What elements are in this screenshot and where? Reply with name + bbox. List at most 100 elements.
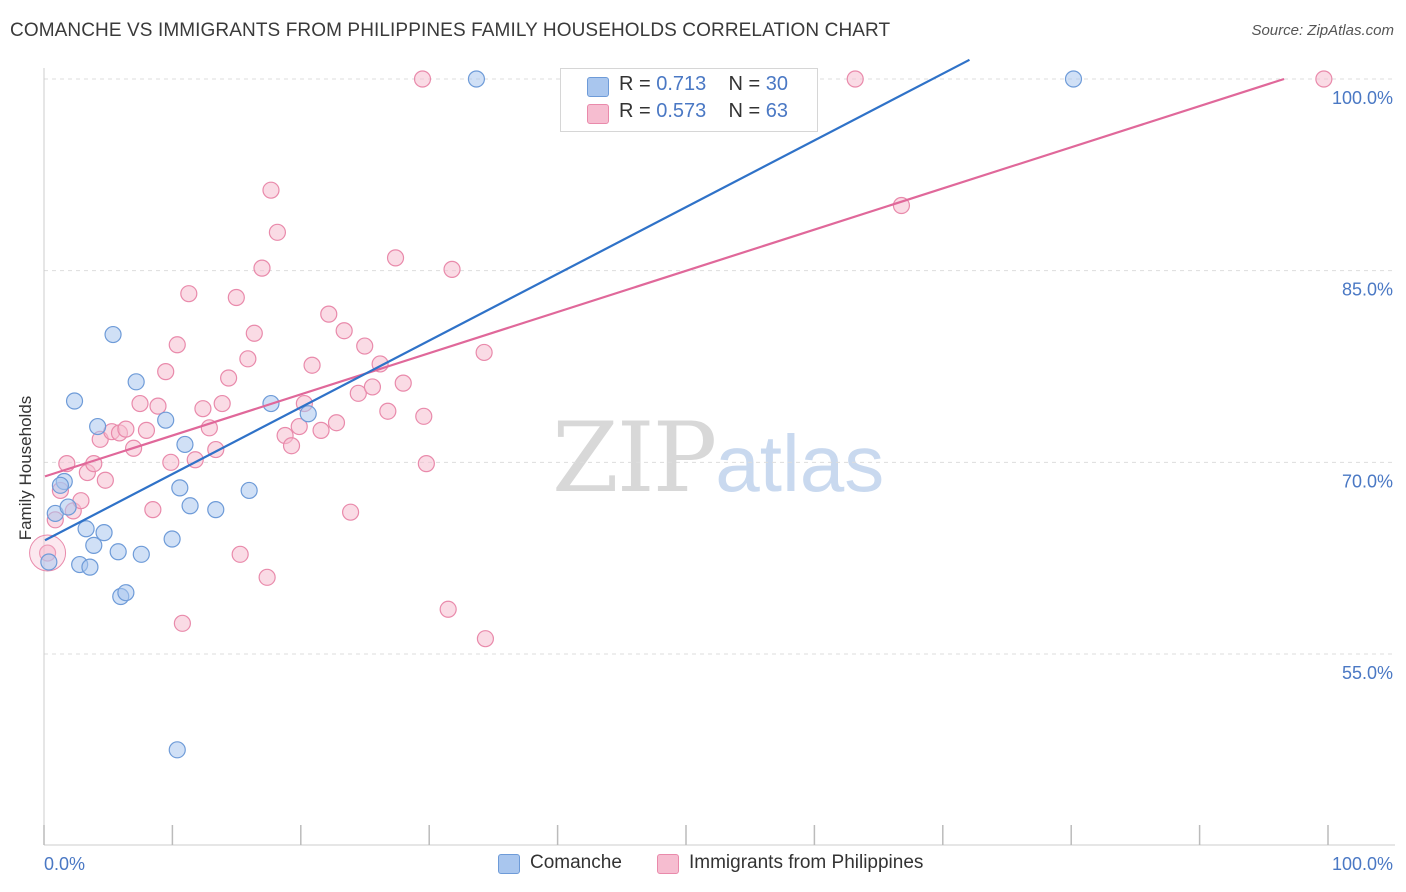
philippines-point bbox=[379, 402, 397, 420]
philippines-point bbox=[268, 223, 287, 241]
trend-line-comanche bbox=[44, 58, 970, 542]
philippines-point bbox=[149, 397, 167, 415]
comanche-point bbox=[181, 497, 199, 515]
comanche-point bbox=[81, 558, 99, 576]
legend-swatch-comanche bbox=[587, 77, 609, 97]
philippines-point bbox=[239, 350, 257, 368]
series-label-comanche: Comanche bbox=[530, 852, 622, 873]
philippines-point bbox=[213, 394, 231, 413]
philippines-point bbox=[386, 249, 405, 267]
philippines-point bbox=[356, 337, 374, 355]
watermark-zip: ZIP bbox=[552, 402, 717, 514]
comanche-point bbox=[176, 435, 194, 454]
series-label-philippines: Immigrants from Philippines bbox=[689, 852, 924, 873]
source-label: Source: ZipAtlas.com bbox=[1251, 22, 1394, 39]
comanche-point bbox=[168, 741, 186, 759]
philippines-point bbox=[117, 420, 135, 438]
philippines-point bbox=[282, 437, 301, 455]
philippines-point bbox=[258, 568, 276, 586]
tick-labels: 55.0% 70.0% 85.0% 100.0% 0.0% 100.0% bbox=[44, 88, 1393, 874]
philippines-point bbox=[137, 421, 156, 439]
axes bbox=[43, 68, 1395, 846]
comanche-points bbox=[40, 70, 1083, 759]
watermark-atlas: atlas bbox=[715, 419, 885, 508]
comanche-point bbox=[104, 325, 122, 344]
comanche-point bbox=[207, 501, 225, 519]
comanche-point bbox=[109, 543, 127, 561]
watermark: ZIPatlas bbox=[552, 402, 884, 514]
comanche-point bbox=[40, 553, 58, 571]
comanche-point bbox=[132, 545, 150, 563]
legend-text-philippines: R = 0.573 N = 63 bbox=[619, 100, 788, 123]
philippines-point bbox=[227, 288, 245, 307]
legend-n-value-comanche: 30 bbox=[765, 73, 789, 95]
comanche-point bbox=[95, 524, 113, 542]
philippines-point bbox=[162, 453, 180, 471]
comanche-point bbox=[467, 70, 486, 88]
philippines-point bbox=[415, 407, 433, 425]
philippines-point bbox=[341, 503, 360, 521]
philippines-point bbox=[335, 322, 353, 340]
legend-r-label: R = bbox=[619, 73, 651, 95]
philippines-point bbox=[476, 630, 495, 648]
comanche-point bbox=[51, 476, 70, 494]
philippines-point bbox=[131, 394, 149, 413]
comanche-point bbox=[171, 479, 189, 497]
comanche-point bbox=[89, 417, 107, 436]
philippines-point bbox=[475, 343, 493, 362]
legend-n-label: N = bbox=[728, 100, 761, 122]
philippines-point bbox=[312, 421, 330, 439]
philippines-point bbox=[168, 336, 186, 354]
comanche-point bbox=[1064, 70, 1083, 88]
philippines-point bbox=[439, 600, 457, 618]
x-tick-label: 100.0% bbox=[1332, 854, 1393, 874]
comanche-point bbox=[85, 536, 103, 554]
philippines-point bbox=[363, 378, 382, 396]
y-tick-label: 70.0% bbox=[1342, 471, 1393, 491]
philippines-point bbox=[96, 471, 114, 489]
trend-line-philippines bbox=[44, 77, 1285, 478]
philippines-point bbox=[1315, 70, 1333, 88]
legend-r-label: R = bbox=[619, 100, 651, 122]
comanche-point bbox=[163, 530, 181, 548]
legend-n-label: N = bbox=[728, 73, 761, 95]
philippines-point bbox=[349, 384, 367, 402]
philippines-point bbox=[157, 363, 175, 381]
philippines-points bbox=[29, 70, 1333, 648]
legend-n-value-philippines: 63 bbox=[765, 100, 789, 122]
series-legend: Comanche Immigrants from Philippines bbox=[0, 852, 1406, 878]
philippines-point bbox=[253, 259, 271, 277]
chart-title: COMANCHE VS IMMIGRANTS FROM PHILIPPINES … bbox=[10, 20, 891, 41]
comanche-point bbox=[299, 405, 317, 423]
philippines-point bbox=[245, 324, 263, 342]
philippines-point bbox=[144, 501, 162, 519]
comanche-point bbox=[117, 584, 135, 602]
philippines-point bbox=[320, 305, 338, 323]
comanche-point bbox=[240, 481, 258, 500]
philippines-point bbox=[413, 70, 432, 88]
series-swatch-philippines bbox=[657, 854, 679, 874]
comanche-point bbox=[65, 392, 84, 410]
philippines-point bbox=[290, 417, 308, 436]
x-tick-label: 0.0% bbox=[44, 854, 85, 874]
trend-lines bbox=[44, 58, 1285, 542]
y-tick-label: 55.0% bbox=[1342, 663, 1393, 683]
comanche-point bbox=[77, 520, 95, 538]
correlation-legend: R = 0.713 N = 30 R = 0.573 N = 63 bbox=[560, 68, 818, 132]
y-tick-label: 100.0% bbox=[1332, 88, 1393, 108]
philippines-point bbox=[220, 369, 238, 387]
philippines-point bbox=[417, 455, 435, 473]
legend-r-value-comanche: 0.713 bbox=[656, 73, 707, 95]
comanche-point bbox=[59, 498, 77, 516]
philippines-point bbox=[180, 285, 198, 303]
legend-swatch-philippines bbox=[587, 104, 609, 124]
philippines-point bbox=[231, 545, 249, 563]
series-swatch-comanche bbox=[498, 854, 520, 874]
comanche-point bbox=[157, 411, 175, 429]
comanche-point bbox=[127, 373, 145, 391]
philippines-point bbox=[394, 374, 412, 392]
legend-text-comanche: R = 0.713 N = 30 bbox=[619, 73, 788, 96]
philippines-point bbox=[303, 356, 321, 374]
philippines-point bbox=[327, 414, 346, 432]
philippines-point bbox=[443, 260, 461, 278]
